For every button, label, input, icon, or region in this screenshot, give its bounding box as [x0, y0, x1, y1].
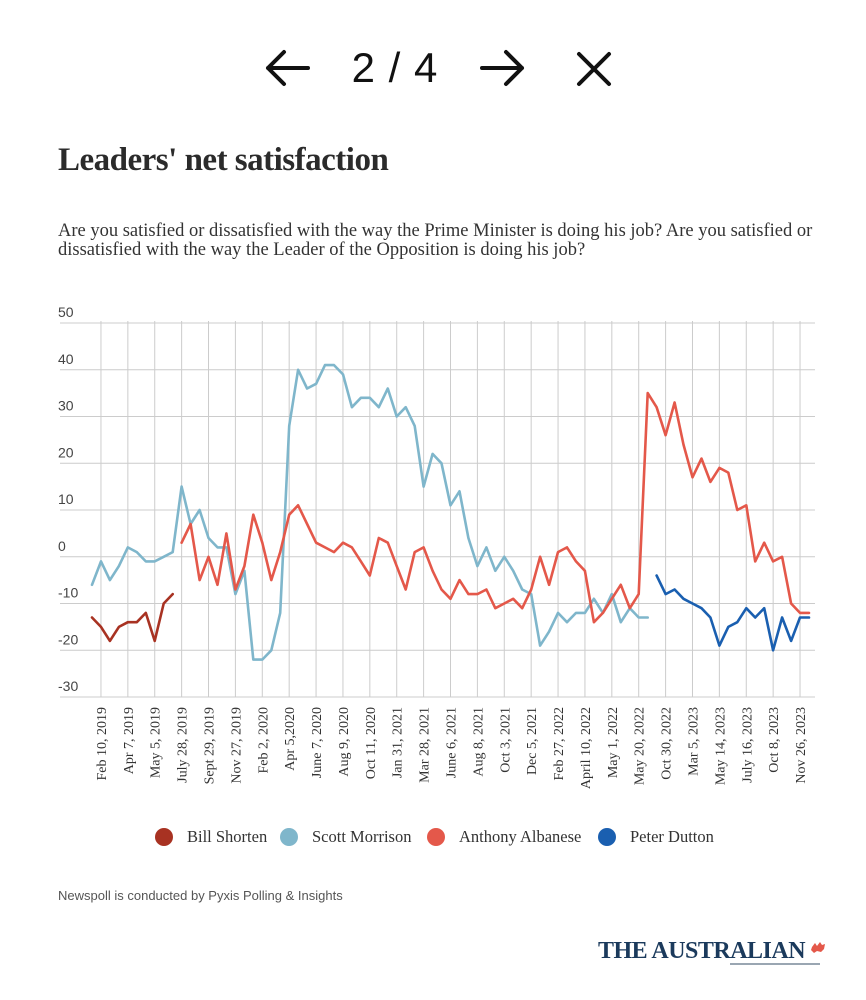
close-button[interactable] — [574, 44, 614, 92]
x-tick-label: Mar 5, 2023 — [686, 707, 701, 776]
series-line-anthony-albanese[interactable] — [180, 391, 811, 624]
legend-label: Anthony Albanese — [459, 827, 582, 846]
chart-title: Leaders' net satisfaction — [58, 142, 389, 178]
legend-label: Bill Shorten — [187, 827, 268, 846]
legend-swatch — [598, 828, 616, 846]
brand-mark-icon — [811, 942, 825, 953]
x-tick-label: July 28, 2019 — [176, 707, 191, 783]
x-tick-label: Mar 28, 2021 — [418, 707, 433, 783]
y-tick-label: 20 — [58, 444, 74, 460]
x-tick-label: Apr 7, 2019 — [122, 707, 137, 774]
x-tick-label: Oct 30, 2022 — [660, 707, 675, 780]
line-chart: 50 40 30 20 10 0 -10 -20 -30 Feb 10, 2019 Apr 7, … — [58, 304, 815, 789]
x-tick-label: Aug 8, 2021 — [471, 707, 486, 777]
x-tick-label: Feb 10, 2019 — [95, 707, 110, 781]
brand-name: THE AUSTRALIAN — [598, 938, 806, 964]
next-button[interactable] — [478, 44, 528, 92]
chart-legend: Bill Shorten Scott Morrison Anthony Alba… — [0, 822, 866, 852]
arrow-left-icon — [266, 50, 310, 86]
source-note: Newspoll is conducted by Pyxis Polling &… — [58, 888, 343, 903]
previous-button[interactable] — [262, 44, 312, 92]
x-tick-label: May 20, 2022 — [633, 707, 648, 785]
x-tick-label: Aug 9, 2020 — [337, 707, 352, 777]
slide-counter: 2 / 4 — [351, 44, 439, 91]
x-tick-label: Oct 8, 2023 — [767, 707, 782, 773]
brand-tagline-mark — [730, 963, 820, 965]
chart-subtitle: Are you satisfied or dissatisfied with t… — [58, 221, 813, 260]
x-axis-ticks: Feb 10, 2019 Apr 7, 2019 May 5, 2019 July 2… — [95, 707, 809, 789]
x-tick-label: April 10, 2022 — [579, 707, 594, 789]
chart-series — [90, 363, 811, 661]
legend-swatch — [280, 828, 298, 846]
legend-swatch — [155, 828, 173, 846]
chart-grid — [60, 321, 815, 698]
y-tick-label: -10 — [58, 585, 78, 601]
x-tick-label: Feb 2, 2020 — [256, 707, 271, 774]
y-tick-label: 30 — [58, 398, 74, 414]
series-line-scott-morrison[interactable] — [90, 363, 650, 661]
y-axis-ticks: 50 40 30 20 10 0 -10 -20 -30 — [58, 304, 78, 694]
x-tick-label: Oct 3, 2021 — [498, 707, 513, 773]
x-tick-label: Nov 26, 2023 — [794, 707, 809, 784]
brand-logo: THE AUSTRALIAN — [598, 938, 838, 978]
x-tick-label: May 14, 2023 — [713, 707, 728, 785]
y-tick-label: 0 — [58, 538, 66, 554]
x-tick-label: Feb 27, 2022 — [552, 707, 567, 781]
legend-label: Peter Dutton — [630, 827, 714, 846]
x-tick-label: Dec 5, 2021 — [525, 707, 540, 775]
x-tick-label: Nov 27, 2019 — [229, 707, 244, 784]
y-tick-label: 40 — [58, 351, 74, 367]
close-icon — [577, 52, 611, 86]
x-tick-label: Sept 29, 2019 — [203, 707, 218, 784]
y-tick-label: -20 — [58, 631, 78, 647]
x-tick-label: May 5, 2019 — [149, 707, 164, 778]
series-line-peter-dutton[interactable] — [655, 574, 811, 652]
x-tick-label: Oct 11, 2020 — [364, 707, 379, 779]
y-tick-label: 10 — [58, 491, 74, 507]
x-tick-label: Apr 5,2020 — [283, 707, 298, 771]
legend-label: Scott Morrison — [312, 827, 412, 846]
x-tick-label: June 7, 2020 — [310, 707, 325, 778]
x-tick-label: June 6, 2021 — [445, 707, 460, 778]
legend-swatch — [427, 828, 445, 846]
x-tick-label: July 16, 2023 — [740, 707, 755, 783]
x-tick-label: Jan 31, 2021 — [391, 707, 406, 778]
x-tick-label: May 1, 2022 — [606, 707, 621, 778]
viewer-nav: 2 / 4 — [0, 36, 866, 100]
y-tick-label: -30 — [58, 678, 78, 694]
series-line-bill-shorten[interactable] — [90, 592, 174, 643]
arrow-right-icon — [480, 50, 524, 86]
y-tick-label: 50 — [58, 304, 74, 320]
